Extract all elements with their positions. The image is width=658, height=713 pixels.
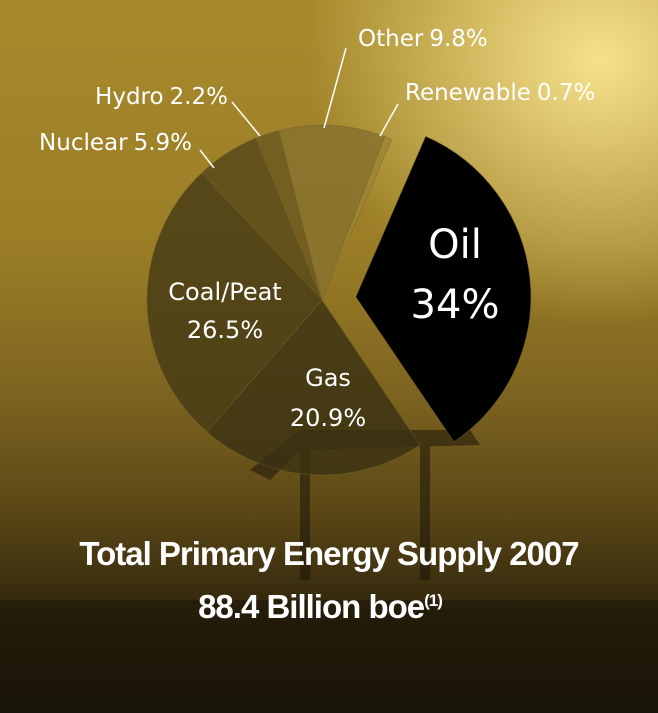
category-name: Other [358,26,424,52]
pie-slice [321,136,393,301]
value-label: 5.9% [134,130,192,156]
value-label: 26.5% [187,316,263,344]
value-label: 9.8% [429,26,487,52]
slice-label: Hydro 2.2% [95,84,228,110]
footnote-marker: (1) [424,591,442,610]
slice-label: Gas [305,364,351,392]
leader-line [323,47,347,129]
value-label: 34% [411,282,500,328]
pie-slice [146,172,323,433]
pie [146,124,532,476]
pie-slice [355,135,532,443]
value-label: 0.7% [537,80,595,106]
category-name: Renewable [405,80,531,106]
category-name: Nuclear [39,130,128,156]
background-silhouette [0,430,658,713]
chart-subtitle: 88.4 Billion boe(1) [198,588,442,625]
leader-line [199,149,215,169]
leader-line [379,103,399,137]
leader-line [231,101,261,137]
value-label: 2.2% [170,84,228,110]
subtitle-text: 88.4 Billion boe [198,588,425,625]
pie-slice [206,299,421,476]
slice-label: Other 9.8% [358,26,488,52]
chart-title: Total Primary Energy Supply 2007 [79,535,578,572]
category-name: Hydro [95,84,164,110]
value-label: 20.9% [290,404,366,432]
slice-label: Renewable 0.7% [405,80,595,106]
slice-label: Oil [428,222,482,268]
slice-label: Nuclear 5.9% [39,130,192,156]
slice-label: Coal/Peat [168,278,281,306]
